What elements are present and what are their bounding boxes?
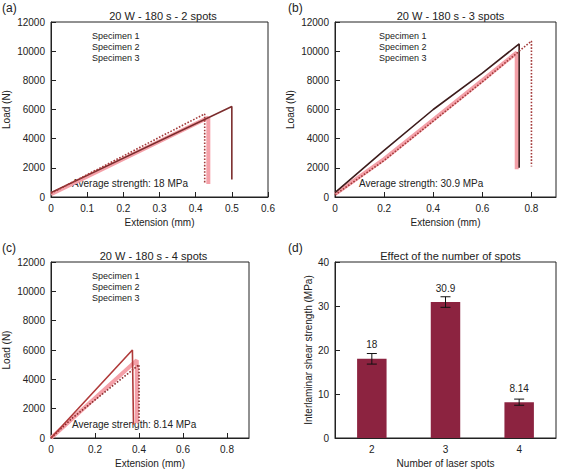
svg-text:8000: 8000: [23, 75, 46, 86]
svg-text:(a): (a): [2, 1, 17, 15]
svg-text:Specimen 2: Specimen 2: [379, 42, 427, 52]
svg-text:0.8: 0.8: [220, 444, 234, 455]
svg-text:0.6: 0.6: [176, 444, 190, 455]
svg-text:(c): (c): [2, 241, 16, 255]
svg-text:Specimen 1: Specimen 1: [92, 271, 140, 281]
svg-text:(b): (b): [288, 1, 303, 15]
svg-text:8000: 8000: [307, 75, 330, 86]
svg-text:12000: 12000: [17, 257, 45, 268]
svg-text:0: 0: [332, 203, 338, 214]
svg-text:Specimen 2: Specimen 2: [92, 282, 140, 292]
svg-text:0.4: 0.4: [426, 203, 440, 214]
svg-text:4: 4: [516, 444, 522, 455]
svg-text:12000: 12000: [301, 17, 329, 28]
svg-text:3: 3: [443, 444, 449, 455]
svg-text:40: 40: [318, 257, 330, 268]
svg-text:4000: 4000: [307, 133, 330, 144]
svg-text:Specimen 3: Specimen 3: [379, 53, 427, 63]
svg-text:Specimen 1: Specimen 1: [379, 31, 427, 41]
svg-text:20: 20: [318, 345, 330, 356]
svg-text:2000: 2000: [23, 403, 46, 414]
svg-text:10: 10: [318, 389, 330, 400]
svg-text:6000: 6000: [307, 104, 330, 115]
svg-text:0: 0: [39, 192, 45, 203]
svg-text:30.9: 30.9: [436, 283, 456, 294]
svg-text:Load (N): Load (N): [1, 90, 12, 129]
svg-text:0.3: 0.3: [153, 203, 167, 214]
svg-text:0.5: 0.5: [225, 203, 239, 214]
svg-text:0: 0: [48, 444, 54, 455]
svg-text:0.1: 0.1: [80, 203, 94, 214]
svg-text:6000: 6000: [23, 345, 46, 356]
svg-text:8.14: 8.14: [509, 383, 529, 394]
svg-text:Average strength: 18 MPa: Average strength: 18 MPa: [72, 178, 188, 189]
svg-text:Specimen 1: Specimen 1: [92, 31, 140, 41]
svg-text:Specimen 2: Specimen 2: [92, 42, 140, 52]
svg-text:4000: 4000: [23, 133, 46, 144]
svg-text:Extension (mm): Extension (mm): [115, 458, 185, 469]
svg-text:Effect of the number of spots: Effect of the number of spots: [380, 250, 521, 262]
svg-text:18: 18: [366, 339, 378, 350]
svg-text:2: 2: [369, 444, 375, 455]
svg-text:(d): (d): [288, 241, 303, 255]
svg-text:20 W - 180 s - 4 spots: 20 W - 180 s - 4 spots: [100, 250, 208, 262]
svg-text:0.2: 0.2: [88, 444, 102, 455]
svg-text:20 W - 180 s - 2 spots: 20 W - 180 s - 2 spots: [109, 10, 217, 22]
svg-text:0.2: 0.2: [116, 203, 130, 214]
svg-text:Specimen 3: Specimen 3: [92, 53, 140, 63]
svg-text:0.4: 0.4: [132, 444, 146, 455]
svg-text:Average strength: 8.14 MPa: Average strength: 8.14 MPa: [72, 419, 197, 430]
svg-text:0: 0: [323, 433, 329, 444]
svg-text:30: 30: [318, 301, 330, 312]
svg-text:10000: 10000: [17, 286, 45, 297]
svg-text:0: 0: [39, 433, 45, 444]
svg-text:0.6: 0.6: [475, 203, 489, 214]
svg-text:Number of laser spots: Number of laser spots: [397, 458, 495, 469]
svg-text:10000: 10000: [301, 46, 329, 57]
svg-text:0: 0: [48, 203, 54, 214]
svg-text:10000: 10000: [17, 46, 45, 57]
svg-text:20 W - 180 s - 3 spots: 20 W - 180 s - 3 spots: [397, 10, 505, 22]
svg-text:6000: 6000: [23, 104, 46, 115]
svg-text:Average strength: 30.9 MPa: Average strength: 30.9 MPa: [359, 178, 484, 189]
svg-text:0.8: 0.8: [524, 203, 538, 214]
svg-text:Load (N): Load (N): [1, 331, 12, 370]
svg-text:0.6: 0.6: [261, 203, 275, 214]
svg-text:8000: 8000: [23, 315, 46, 326]
svg-text:Specimen 3: Specimen 3: [92, 293, 140, 303]
svg-text:4000: 4000: [23, 374, 46, 385]
svg-text:0.2: 0.2: [377, 203, 391, 214]
svg-text:Interlaminar shear strength (M: Interlaminar shear strength (MPa): [303, 275, 314, 425]
svg-text:Extension (mm): Extension (mm): [410, 217, 480, 228]
svg-text:12000: 12000: [17, 17, 45, 28]
svg-text:Load (N): Load (N): [285, 90, 296, 129]
svg-text:Extension (mm): Extension (mm): [124, 217, 194, 228]
svg-text:0: 0: [323, 192, 329, 203]
svg-text:2000: 2000: [23, 162, 46, 173]
svg-text:0.4: 0.4: [189, 203, 203, 214]
svg-text:2000: 2000: [307, 162, 330, 173]
